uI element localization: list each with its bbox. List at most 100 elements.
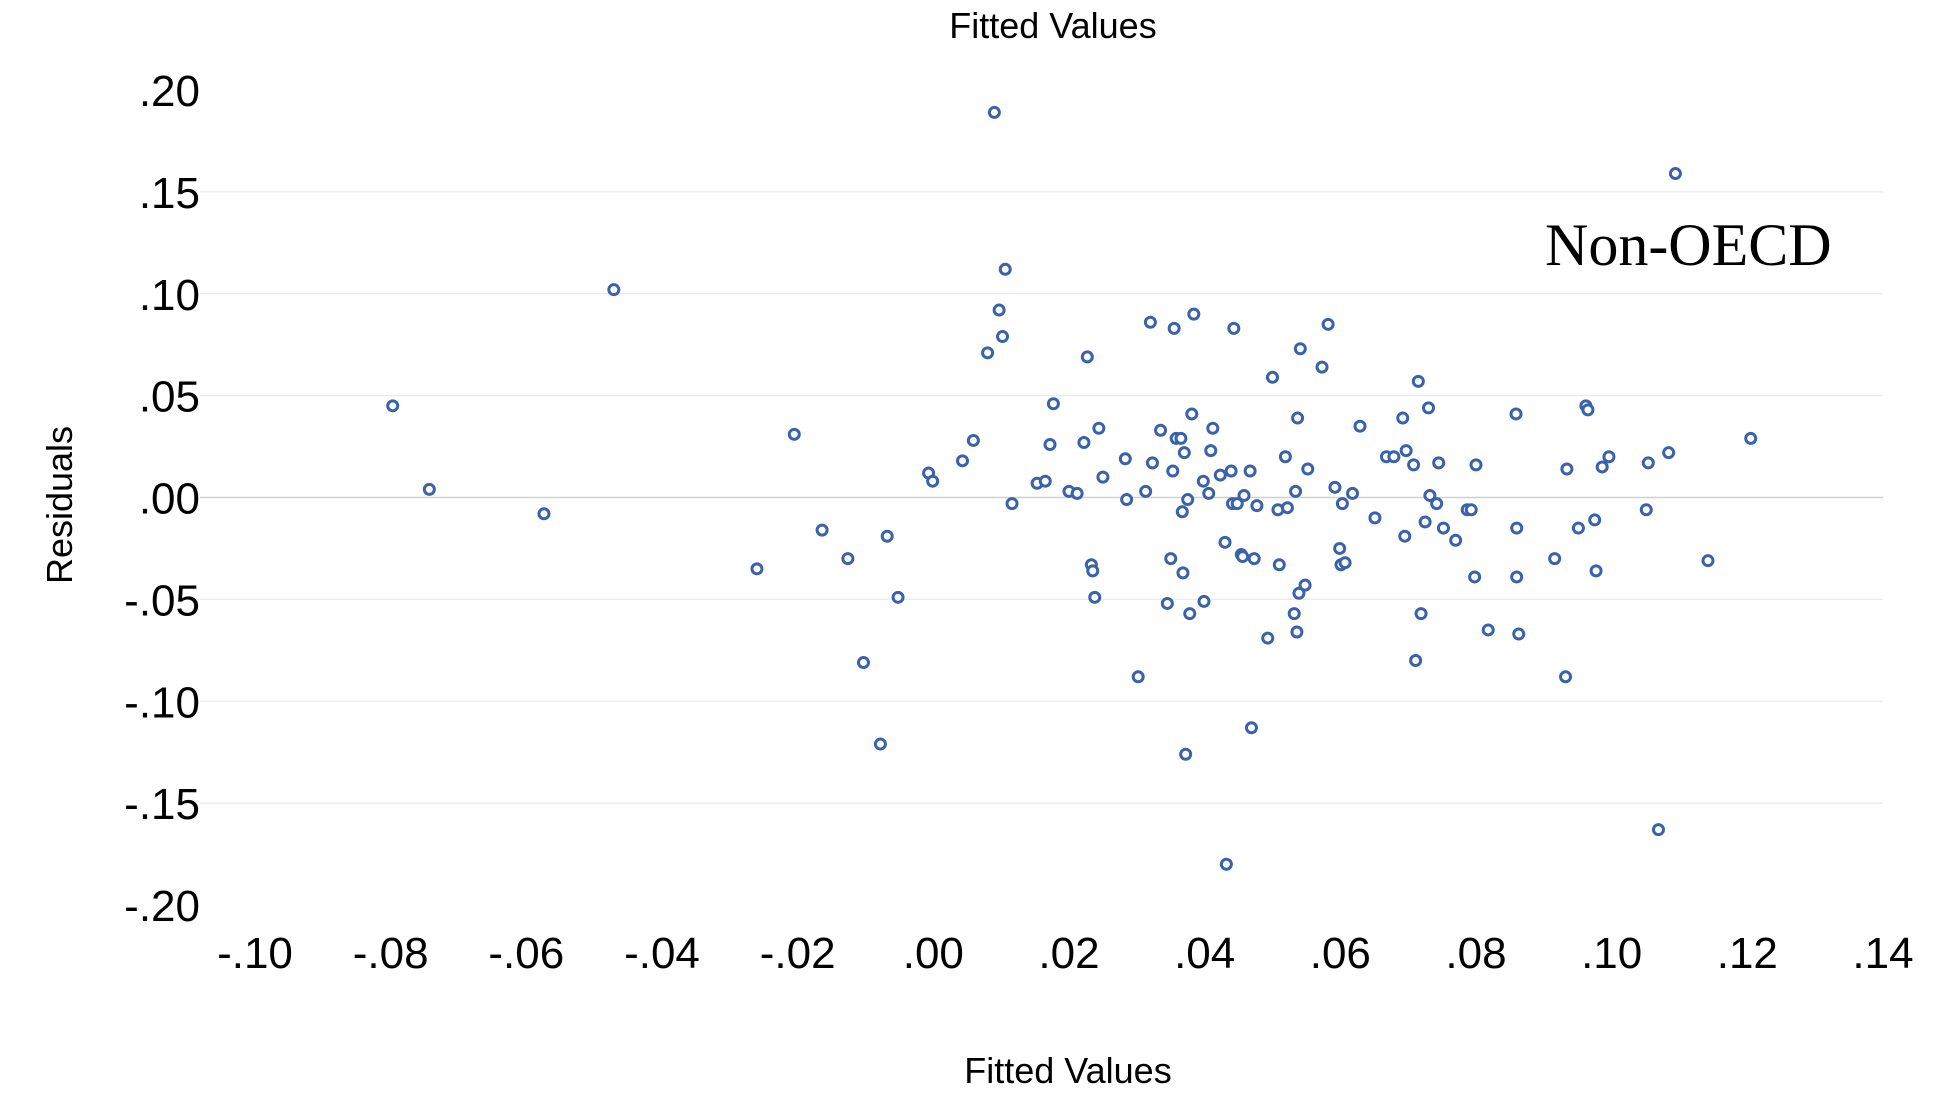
scatter-point xyxy=(1237,488,1251,502)
scatter-point xyxy=(1422,401,1436,415)
scatter-point xyxy=(1396,411,1410,425)
scatter-point xyxy=(956,454,970,468)
scatter-point xyxy=(880,529,894,543)
scatter-point xyxy=(1335,497,1349,511)
scatter-point xyxy=(1298,578,1312,592)
scatter-point xyxy=(1185,407,1199,421)
scatter-point xyxy=(1166,464,1180,478)
x-axis-label: Fitted Values xyxy=(964,1050,1171,1091)
scatter-point xyxy=(1668,167,1682,181)
scatter-point xyxy=(1070,486,1084,500)
scatter-point xyxy=(1407,458,1421,472)
scatter-point xyxy=(1038,474,1052,488)
scatter-point xyxy=(1287,607,1301,621)
scatter-point xyxy=(1289,484,1303,498)
x-tick-label: -.10 xyxy=(217,929,293,978)
scatter-point xyxy=(1436,521,1450,535)
scatter-point xyxy=(856,656,870,670)
scatter-point xyxy=(966,433,980,447)
scatter-point xyxy=(1213,468,1227,482)
scatter-point xyxy=(1196,474,1210,488)
scatter-point xyxy=(1662,446,1676,460)
y-tick-label: .00 xyxy=(139,475,200,524)
scatter-point xyxy=(1197,594,1211,608)
scatter-point xyxy=(1387,450,1401,464)
scatter-point xyxy=(1353,419,1367,433)
y-tick-label: -.10 xyxy=(124,678,200,727)
scatter-point xyxy=(1548,552,1562,566)
scatter-point xyxy=(1588,513,1602,527)
scatter-point xyxy=(1468,570,1482,584)
scatter-point xyxy=(1206,421,1220,435)
scatter-point xyxy=(1243,464,1257,478)
scatter-point xyxy=(987,105,1001,119)
scatter-point xyxy=(1512,627,1526,641)
scatter-point xyxy=(1291,411,1305,425)
scatter-point xyxy=(1266,370,1279,384)
scatter-point xyxy=(1131,670,1145,684)
scatter-point xyxy=(1321,317,1335,331)
scatter-point xyxy=(750,562,764,576)
y-tick-label: -.20 xyxy=(124,882,200,931)
scatter-point xyxy=(1244,721,1258,735)
scatter-point xyxy=(1179,747,1193,761)
scatter-point xyxy=(1399,444,1413,458)
scatter-point xyxy=(1181,493,1195,507)
group-annotation: Non-OECD xyxy=(1545,212,1832,278)
x-tick-label: .02 xyxy=(1038,929,1099,978)
x-tick-label: -.02 xyxy=(760,929,836,978)
scatter-point xyxy=(1167,321,1181,335)
scatter-point xyxy=(1202,486,1216,500)
scatter-point xyxy=(1510,570,1524,584)
scatter-point xyxy=(1139,484,1153,498)
grid-lines xyxy=(200,191,1883,804)
scatter-point xyxy=(1333,541,1347,555)
scatter-point xyxy=(537,507,551,521)
scatter-point xyxy=(1096,470,1110,484)
scatter-point xyxy=(815,523,829,537)
data-points xyxy=(386,105,1758,871)
scatter-point xyxy=(1154,423,1168,437)
scatter-point xyxy=(1315,360,1329,374)
scatter-point xyxy=(1175,505,1189,519)
scatter-point xyxy=(1250,499,1264,513)
scatter-point xyxy=(787,427,801,441)
scatter-point xyxy=(1204,444,1218,458)
scatter-point xyxy=(891,590,905,604)
scatter-point xyxy=(1219,857,1233,871)
scatter-point xyxy=(1005,497,1019,511)
scatter-point xyxy=(1080,350,1094,364)
scatter-point xyxy=(841,552,855,566)
x-tick-label: .12 xyxy=(1717,929,1778,978)
scatter-point xyxy=(1164,552,1178,566)
x-tick-label: -.04 xyxy=(624,929,700,978)
x-tick-labels: -.10 -.08 -.06 -.04 -.02 .00 .02 .04 .06 .08 .10 .1… xyxy=(217,929,1914,978)
scatter-point xyxy=(1418,515,1432,529)
scatter-point xyxy=(1292,586,1306,600)
scatter-point xyxy=(1411,374,1425,388)
scatter-point xyxy=(1469,458,1483,472)
scatter-point xyxy=(873,737,887,751)
scatter-point xyxy=(1280,501,1294,515)
scatter-point xyxy=(981,346,995,360)
scatter-point xyxy=(1449,533,1463,547)
x-tick-label: .10 xyxy=(1581,929,1642,978)
scatter-point xyxy=(1464,503,1478,517)
scatter-point xyxy=(1481,623,1495,637)
scatter-point xyxy=(1423,488,1437,502)
scatter-point xyxy=(1224,464,1238,478)
scatter-point xyxy=(1346,486,1360,500)
scatter-point xyxy=(1218,535,1232,549)
scatter-point xyxy=(1247,552,1261,566)
y-tick-label: .15 xyxy=(139,169,200,218)
scatter-point xyxy=(1328,480,1342,494)
scatter-point xyxy=(1602,450,1616,464)
x-tick-label: .08 xyxy=(1445,929,1506,978)
scatter-point xyxy=(1338,556,1352,570)
scatter-point xyxy=(1509,407,1523,421)
scatter-point xyxy=(1432,456,1446,470)
scatter-point xyxy=(1120,493,1134,507)
scatter-point xyxy=(1560,462,1574,476)
scatter-point xyxy=(1160,596,1174,610)
